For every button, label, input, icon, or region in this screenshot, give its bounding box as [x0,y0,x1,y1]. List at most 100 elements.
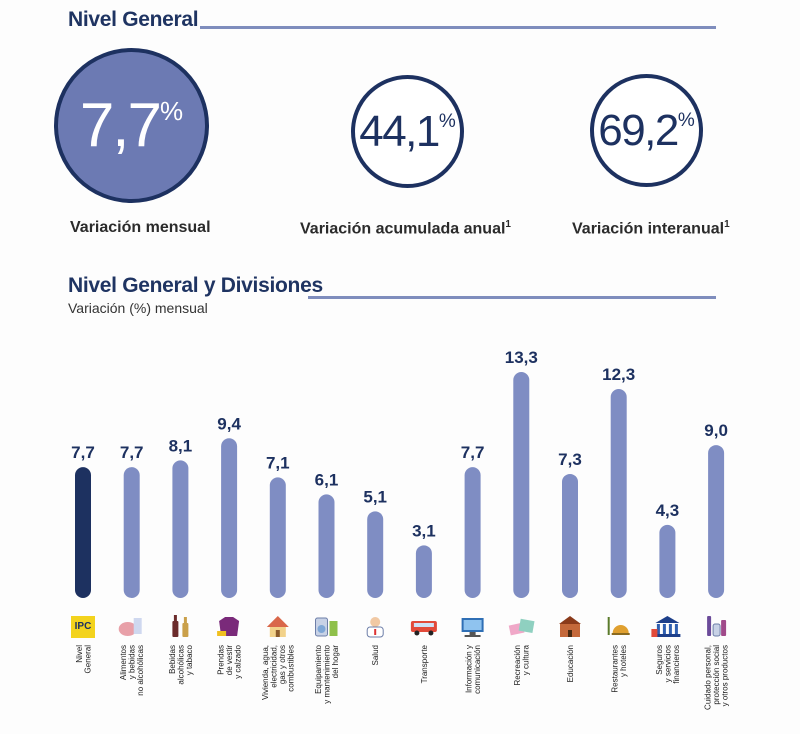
appliances-icon [315,617,338,637]
bar [513,372,530,598]
kpi-value: 44,1 [359,106,440,156]
kpi-unit: % [160,96,184,126]
doctor-icon [366,617,384,638]
kpi-value: 69,2 [598,105,679,155]
section-title-nivel-general: Nivel General [68,8,199,31]
category-label-line: Restaurantes [610,645,619,693]
category-label-line: Seguros [655,645,664,675]
category-label-line: del hogar [331,645,340,679]
category-label-line: General [83,645,92,674]
category-label-line: combustibles [287,645,296,692]
house-icon [266,616,289,637]
category-label-line: y otros productos [721,645,730,706]
category-label: Transporte [420,644,429,683]
category-label: Cuidado personal,protección socialy otro… [704,645,730,710]
category-label-line: Recreación [513,645,522,685]
category-label-line: y bebidas [128,645,137,679]
category-label-line: y calzado [234,644,243,678]
category-label: Información ycomunicación [464,645,482,694]
kpi-value: 7,7 [79,91,162,160]
leisure-icon [508,618,535,636]
category-label-line: alcohólicas [176,645,185,685]
category-label-line: Alimentos [119,645,128,680]
kpi-label-interannual: Variación interanual1 [572,219,730,238]
school-icon [559,616,581,637]
category-label-line: Prendas [217,645,226,675]
kpi-label-text: Variación mensual [70,219,211,236]
section-title-divisiones: Nivel General y Divisiones [68,274,323,297]
chart-subtitle: Variación (%) mensual [68,300,208,316]
bank-icon [651,616,681,637]
category-label-line: no alcohólicas [136,645,145,696]
section-rule [200,26,716,29]
category-label: Alimentosy bebidasno alcohólicas [119,645,145,696]
category-label-line: gas y otros [278,645,287,684]
kpi-label-monthly: Variación mensual [70,219,211,237]
category-label: Recreacióny cultura [513,644,531,685]
footnote-marker: 1 [505,219,511,230]
category-label: Restaurantesy hoteles [610,645,628,693]
data-label: 9,4 [217,414,241,433]
bus-icon [410,621,437,636]
kpi-circle-cumulative: 44,1% [351,75,464,188]
bar [172,460,189,598]
footnote-marker: 1 [724,219,730,230]
category-label-line: de vestir [225,645,234,676]
category-label-line: Información y [464,645,473,693]
clothing-icon [217,617,240,636]
category-label-line: Bebidas [168,645,177,674]
bar [610,388,627,598]
category-label-line: y tabaco [185,644,194,675]
category-label: Equipamientoy mantenimientodel hogar [314,644,340,703]
data-label: 8,1 [169,436,193,455]
data-label: 7,1 [266,453,290,472]
category-label-line: financieros [672,645,681,684]
kpi-label-text: Variación acumulada anual [300,220,506,238]
bottles-icon [172,615,189,637]
category-label-line: Salud [371,645,380,665]
category-label-line: Cuidado personal, [704,645,713,710]
category-label-line: y hoteles [619,645,628,677]
data-label: 13,3 [505,348,538,367]
category-label: Vivienda, agua,electricidad,gas y otrosc… [261,645,296,700]
ipc-logo-icon: IPC [71,616,95,638]
data-label: 12,3 [602,365,635,384]
category-label: Prendasde vestiry calzado [217,644,243,678]
data-label: 3,1 [412,521,436,540]
bar [318,494,335,598]
bar [123,467,140,598]
kpi-unit: % [438,111,456,132]
data-label: 7,7 [461,443,485,462]
bar [415,545,432,598]
category-label: Educación [566,645,575,682]
category-label-line: comunicación [473,645,482,694]
category-label: Segurosy serviciosfinancieros [655,645,681,684]
data-label: 7,3 [558,450,582,469]
kpi-label-cumulative: Variación acumulada anual1 [300,219,511,238]
kpi-circle-interannual: 69,2% [590,74,703,187]
bar [659,524,676,598]
svg-text:IPC: IPC [75,621,92,632]
food-icon [118,618,142,636]
category-label-line: Equipamiento [314,644,323,693]
category-label-line: protección social [712,645,721,705]
data-label: 4,3 [656,501,680,520]
category-label: Bebidasalcohólicasy tabaco [168,644,194,684]
category-label-line: Educación [566,645,575,682]
bar [708,445,725,598]
data-label: 5,1 [363,487,387,506]
kpi-unit: % [677,110,695,131]
bar [562,473,578,598]
category-label: Salud [371,645,380,665]
restaurant-icon [607,617,630,635]
category-label-line: Nivel [75,645,84,663]
bar [464,467,481,598]
computer-icon [461,618,484,637]
category-label-line: y cultura [522,644,531,675]
section-rule [308,296,716,299]
category-label-line: electricidad, [270,645,279,688]
bar [221,438,238,598]
category-label-line: Transporte [420,644,429,683]
bar [367,511,384,598]
